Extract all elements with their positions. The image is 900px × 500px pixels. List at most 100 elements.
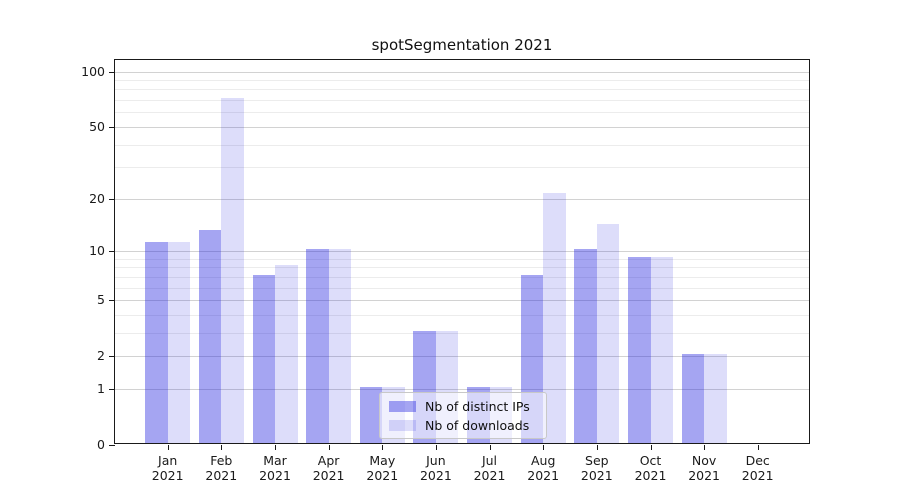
y-tick	[109, 356, 115, 358]
x-tick-month: Nov	[691, 453, 717, 468]
legend-swatch	[389, 400, 416, 412]
bar-ips-sep	[574, 249, 597, 443]
x-tick-label: Oct 2021	[616, 453, 686, 483]
x-tick-year: 2021	[688, 468, 720, 483]
x-tick-label: Jun 2021	[401, 453, 471, 483]
x-tick-year: 2021	[419, 468, 452, 483]
x-tick-label: Mar 2021	[240, 453, 310, 483]
x-tick	[489, 445, 491, 450]
x-tick-year: 2021	[205, 468, 238, 483]
y-tick-label: 0	[97, 437, 105, 452]
y-tick	[109, 126, 115, 128]
bar-downloads-apr	[328, 249, 352, 443]
x-tick-label: Sep 2021	[562, 453, 632, 483]
chart-title: spotSegmentation 2021	[371, 36, 553, 54]
bar-downloads-sep	[596, 223, 620, 443]
legend-label: Nb of distinct IPs	[425, 398, 530, 414]
x-tick-year: 2021	[259, 468, 291, 483]
x-tick	[704, 445, 706, 450]
gridline-minor	[115, 267, 809, 269]
gridline-minor	[115, 287, 809, 289]
gridline-minor	[115, 332, 809, 334]
x-tick-month: May	[369, 453, 396, 468]
x-tick-year: 2021	[580, 468, 613, 483]
gridline-major	[115, 356, 809, 358]
gridline-minor	[115, 314, 809, 316]
y-tick-label: 100	[81, 63, 105, 79]
x-tick-year: 2021	[527, 468, 560, 483]
y-tick	[109, 445, 115, 446]
gridline-minor	[115, 89, 809, 91]
x-tick-year: 2021	[741, 468, 774, 483]
x-tick-month: Feb	[210, 453, 233, 468]
y-tick	[109, 198, 115, 200]
x-tick-year: 2021	[473, 468, 506, 483]
bar-ips-oct	[628, 256, 651, 443]
bar-ips-nov	[681, 354, 705, 443]
legend-item: Nb of downloads	[389, 417, 537, 433]
x-tick	[650, 445, 652, 450]
x-tick-label: Dec 2021	[723, 453, 793, 483]
bar-downloads-oct	[650, 256, 673, 443]
y-tick	[109, 71, 115, 73]
gridline-minor	[115, 144, 809, 146]
x-tick	[382, 445, 384, 450]
bar-ips-apr	[306, 249, 329, 443]
x-tick	[543, 445, 545, 450]
y-tick	[109, 251, 115, 252]
bar-ips-jan	[145, 241, 168, 443]
x-tick	[167, 445, 169, 450]
x-tick	[275, 445, 276, 450]
x-tick-month: Aug	[530, 453, 556, 468]
y-tick-label: 10	[89, 243, 105, 258]
x-tick-month: Apr	[317, 453, 340, 468]
x-tick-year: 2021	[366, 468, 399, 483]
plot-area: 0 1 2 5 10 20 50 100 Jan 2021 Feb 2021 Mar 2021 Apr 20…	[81, 59, 810, 483]
y-tick	[109, 300, 115, 301]
gridline-major	[115, 198, 809, 200]
x-tick-month: Oct	[639, 453, 662, 468]
gridline-minor	[115, 276, 809, 278]
x-tick-label: Nov 2021	[669, 453, 739, 483]
x-tick	[435, 445, 437, 450]
x-tick-month: Mar	[263, 453, 287, 468]
bar-downloads-mar	[275, 265, 298, 443]
gridline-major	[115, 126, 809, 128]
y-tick-label: 1	[97, 380, 105, 396]
x-tick-label: Jan 2021	[133, 453, 203, 483]
bar-downloads-nov	[704, 354, 727, 443]
y-tick-label: 5	[97, 292, 105, 307]
bar-downloads-jan	[167, 241, 191, 443]
y-tick-label: 20	[89, 190, 105, 206]
gridline-minor	[115, 80, 809, 81]
x-tick	[596, 445, 598, 450]
gridline-minor	[115, 258, 809, 260]
bar-downloads-aug	[543, 192, 566, 443]
gridline-minor	[115, 167, 809, 169]
legend: Nb of distinct IPs Nb of downloads	[379, 392, 547, 439]
gridline-major	[115, 388, 809, 390]
bar-ips-feb	[198, 229, 222, 443]
gridline-major	[115, 251, 809, 252]
x-tick-label: Apr 2021	[294, 453, 364, 483]
bar-ips-may	[359, 386, 383, 443]
x-tick-month: Sep	[585, 453, 609, 468]
y-tick-label: 50	[89, 118, 105, 134]
gridline-major	[115, 300, 809, 301]
legend-swatch	[389, 419, 416, 431]
x-tick-month: Jun	[426, 453, 446, 468]
gridline-major	[115, 71, 809, 73]
y-tick	[109, 388, 115, 390]
x-tick	[221, 445, 223, 450]
legend-label: Nb of downloads	[425, 417, 530, 433]
x-tick-year: 2021	[151, 468, 184, 483]
x-tick-month: Jan	[158, 453, 178, 468]
x-tick-year: 2021	[634, 468, 667, 483]
x-tick-label: Jul 2021	[455, 453, 525, 483]
legend-item: Nb of distinct IPs	[389, 398, 537, 414]
x-tick-year: 2021	[312, 468, 345, 483]
gridline-minor	[115, 112, 809, 114]
x-tick-label: Feb 2021	[186, 453, 256, 483]
bar-ips-mar	[252, 274, 275, 443]
